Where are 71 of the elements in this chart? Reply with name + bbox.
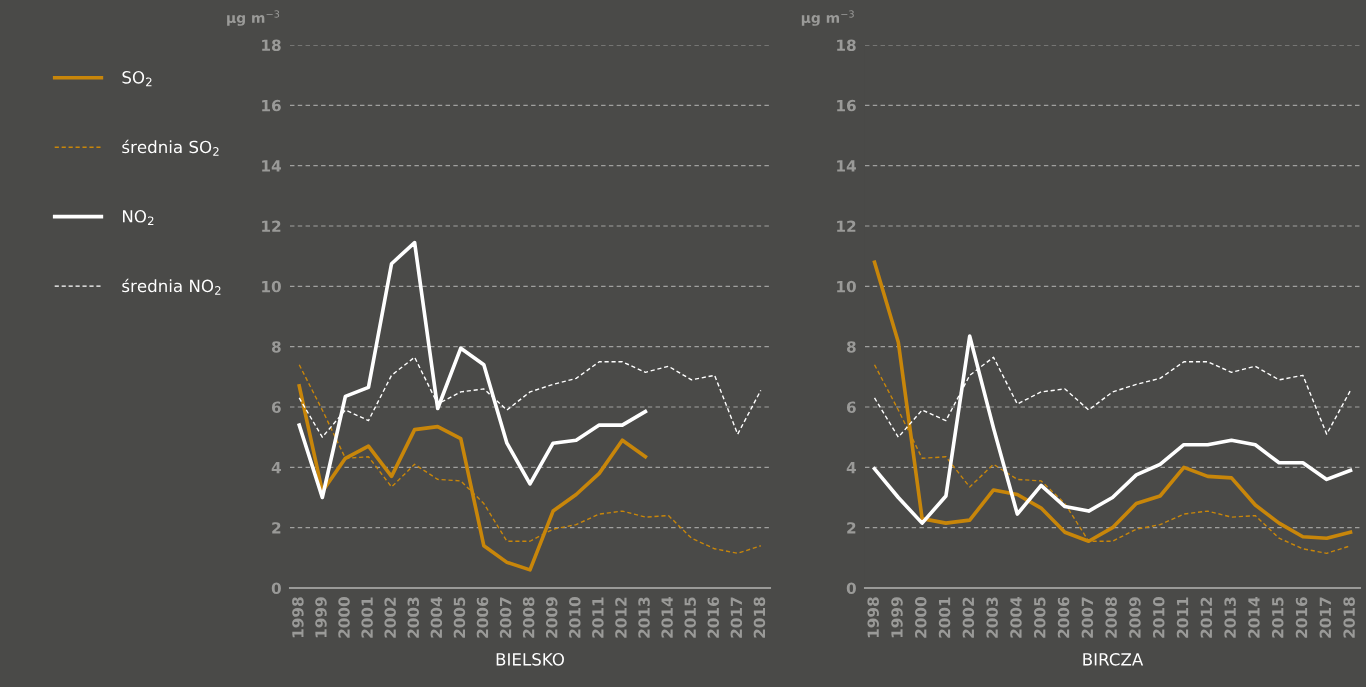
- x-tick-label: 2003: [407, 597, 420, 638]
- x-tick-label: 2004: [1010, 597, 1022, 638]
- x-tick-label: 2005: [453, 597, 466, 638]
- y-tick-label: 4: [846, 462, 856, 474]
- x-tick-label: 2007: [1081, 597, 1094, 638]
- x-tick-label: 1998: [292, 597, 304, 638]
- x-tick-label: 2017: [730, 597, 743, 638]
- y-tick-label: 10: [262, 280, 281, 293]
- y-tick-label: 2: [272, 522, 281, 534]
- y-tick-label: 12: [837, 220, 856, 232]
- y-axis-title: µg m$^{−3}$: [801, 10, 854, 26]
- x-tick-label: 2011: [1176, 597, 1189, 638]
- y-tick-label: 4: [271, 462, 281, 474]
- y-tick-label: 16: [262, 99, 281, 112]
- y-tick-label: 0: [271, 582, 281, 595]
- y-tick-label: 14: [262, 160, 281, 172]
- x-tick-label: 2006: [476, 597, 489, 638]
- legend-label: NO$_{2}$: [123, 209, 154, 226]
- x-tick-label: 1999: [315, 597, 327, 638]
- x-tick-label: 2000: [338, 597, 350, 638]
- x-tick-label: 2002: [962, 597, 975, 638]
- x-tick-label: 2013: [638, 597, 650, 638]
- x-tick-label: 2014: [1248, 597, 1260, 638]
- legend-label: średnia SO$_{2}$: [122, 139, 219, 156]
- x-tick-label: 2018: [1343, 597, 1355, 638]
- y-tick-label: 0: [846, 582, 856, 595]
- legend-label: SO$_{2}$: [122, 71, 152, 87]
- x-tick-label: 2009: [545, 597, 558, 638]
- x-tick-label: 2010: [1152, 597, 1165, 638]
- y-tick-label: 8: [271, 341, 281, 353]
- x-tick-label: 2015: [1271, 597, 1284, 638]
- y-tick-label: 14: [837, 160, 856, 172]
- x-tick-label: 2014: [661, 597, 673, 638]
- x-tick-label: 2002: [384, 597, 396, 638]
- x-tick-label: 2011: [592, 597, 604, 638]
- x-tick-label: 2013: [1224, 597, 1236, 638]
- y-axis-title: µg m$^{−3}$: [227, 10, 280, 26]
- x-tick-label: 1998: [867, 597, 879, 638]
- y-tick-label: 12: [262, 220, 281, 232]
- x-tick-label: 2001: [938, 597, 951, 638]
- y-tick-label: 18: [837, 39, 856, 52]
- x-tick-label: 2012: [1200, 597, 1213, 638]
- x-tick-label: 2015: [684, 597, 696, 638]
- x-axis-title: BIRCZA: [1083, 653, 1144, 666]
- y-tick-label: 16: [837, 99, 856, 112]
- x-tick-label: 2010: [569, 597, 581, 638]
- y-tick-label: 6: [846, 401, 856, 414]
- x-tick-label: 2001: [361, 597, 373, 638]
- x-tick-label: 2004: [430, 597, 443, 638]
- x-tick-label: 2009: [1129, 597, 1141, 638]
- y-tick-label: 2: [847, 522, 856, 534]
- x-tick-label: 2008: [1105, 597, 1117, 638]
- x-tick-label: 2016: [1295, 597, 1308, 638]
- y-tick-label: 10: [837, 280, 856, 293]
- x-tick-label: 2012: [615, 597, 627, 638]
- x-tick-label: 2016: [707, 597, 720, 638]
- x-tick-label: 2008: [522, 597, 535, 638]
- y-tick-label: 6: [271, 401, 281, 414]
- x-tick-label: 2017: [1319, 597, 1332, 638]
- x-tick-label: 2003: [986, 597, 998, 638]
- x-axis-title: BIELSKO: [496, 653, 564, 666]
- y-tick-label: 18: [262, 39, 281, 52]
- x-tick-label: 1999: [891, 597, 903, 638]
- x-tick-label: 2000: [914, 597, 927, 638]
- y-tick-label: 8: [846, 341, 856, 353]
- x-tick-label: 2018: [753, 597, 766, 638]
- x-tick-label: 2006: [1057, 597, 1070, 638]
- x-tick-label: 2005: [1033, 597, 1046, 638]
- legend-label: średnia NO$_{2}$: [122, 278, 221, 295]
- line-series: [872, 334, 1353, 525]
- x-tick-label: 2007: [499, 597, 512, 638]
